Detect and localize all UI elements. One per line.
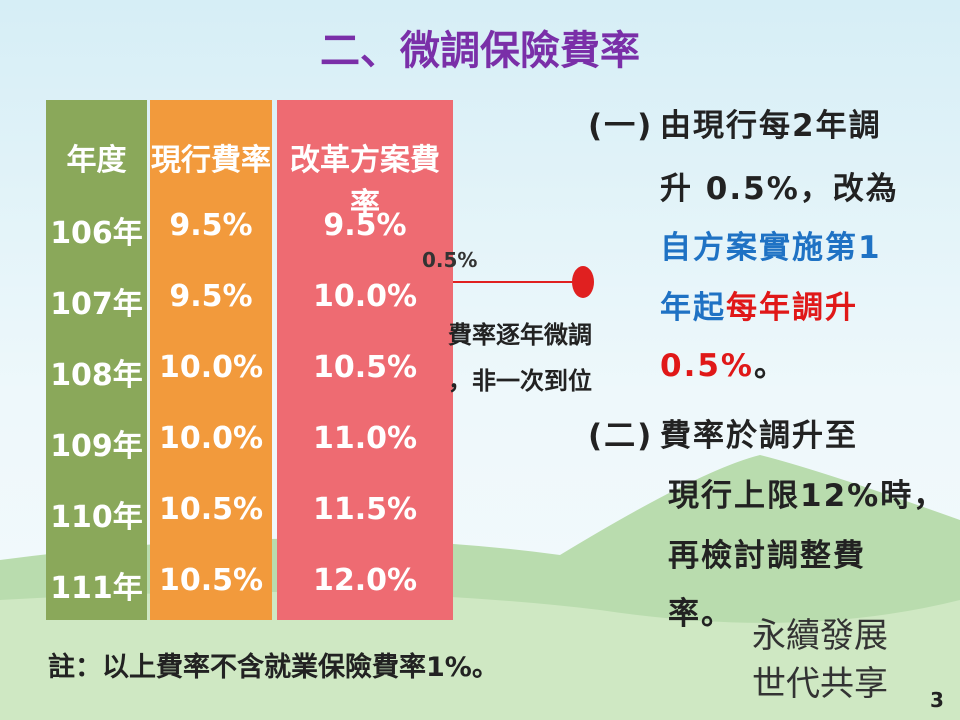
text: 年起 [660, 290, 726, 326]
callout-line: ，非一次到位 [448, 367, 592, 395]
text: 由現行每2年調 [660, 108, 882, 144]
text: 率。 [668, 596, 734, 632]
text-line: 升 0.5%，改為 [660, 163, 899, 208]
callout: 費率逐年微調 ，非一次到位 [448, 312, 592, 404]
cell: 9.5% [323, 208, 407, 243]
text: 。 [753, 348, 787, 384]
cell: 10.5% [312, 350, 418, 385]
cell: 110年 [50, 500, 143, 535]
text-line: 自方案實施第1 [660, 222, 882, 267]
text: 再檢討調整費 [668, 538, 866, 574]
cell: 10.0% [158, 421, 264, 456]
cell: 109年 [50, 429, 143, 464]
text: 自方案實施第1 [660, 230, 882, 266]
slogan-line: 世代共享 [752, 664, 888, 704]
text-line: 年起每年調升 [660, 282, 858, 327]
marker: (一) [588, 108, 654, 144]
text: 每年調升 [726, 290, 858, 326]
slogan-line: 永續發展 [752, 616, 888, 656]
header-cell: 改革方案費率 [290, 143, 440, 222]
cell: 12.0% [312, 563, 418, 598]
cell: 111年 [50, 571, 143, 606]
text-line: 0.5%。 [660, 340, 787, 385]
cell: 10.0% [158, 350, 264, 385]
note: 註：以上費率不含就業保險費率1%。 [48, 652, 499, 683]
cell: 106年 [50, 216, 143, 251]
callout-line: 費率逐年微調 [448, 321, 592, 349]
cell: 10.5% [158, 563, 264, 598]
header-cell: 現行費率 [151, 143, 271, 178]
cell: 11.5% [312, 492, 418, 527]
column-year [46, 100, 147, 620]
title: 二、微調保險費率 [320, 28, 640, 74]
column-current [150, 100, 272, 620]
column-reform [277, 100, 453, 620]
cell: 10.5% [158, 492, 264, 527]
cell: 108年 [50, 358, 143, 393]
text-line: 率。 [668, 588, 734, 633]
cell: 11.0% [312, 421, 418, 456]
slogan: 永續發展 世代共享 [752, 612, 888, 708]
text: 費率於調升至 [660, 418, 858, 454]
cell: 10.0% [312, 279, 418, 314]
header-cell: 年度 [66, 143, 127, 178]
text-line: 現行上限12%時， [668, 470, 946, 515]
text-line: 再檢討調整費 [668, 530, 866, 575]
cell: 9.5% [169, 279, 253, 314]
step-label: 0.5% [422, 248, 478, 272]
text: 0.5% [660, 348, 754, 384]
marker: (二) [588, 418, 654, 454]
text-line: 費率於調升至 [660, 410, 858, 455]
text: 升 0.5%，改為 [660, 171, 899, 207]
text: 現行上限12%時， [668, 478, 947, 514]
cell: 9.5% [169, 208, 253, 243]
page-number: 3 [930, 688, 944, 712]
text-line: 由現行每2年調 [660, 100, 882, 145]
cell: 107年 [50, 287, 143, 322]
